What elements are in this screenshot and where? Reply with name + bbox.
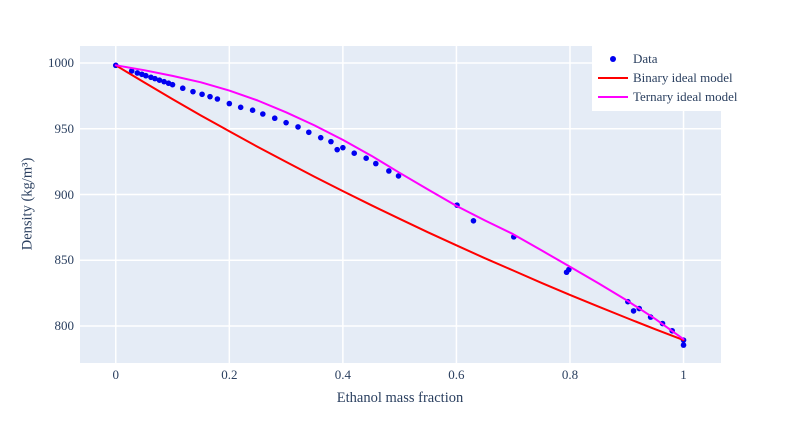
- data-point: [179, 85, 186, 92]
- legend-item-binary-ideal-model[interactable]: Binary ideal model: [592, 68, 748, 87]
- legend-item-ternary-ideal-model[interactable]: Ternary ideal model: [592, 87, 748, 106]
- legend: Data Binary ideal model Ternary ideal mode…: [592, 44, 748, 111]
- legend-line-icon: [592, 76, 633, 79]
- y-tick-label: 900: [54, 186, 75, 202]
- data-point: [566, 266, 572, 273]
- data-point: [169, 81, 176, 88]
- y-tick-label: 850: [54, 252, 75, 268]
- x-tick-label: 0: [112, 367, 120, 382]
- data-point: [680, 342, 687, 348]
- data-point: [237, 104, 244, 111]
- data-point: [190, 88, 196, 95]
- y-tick-label: 950: [54, 120, 75, 136]
- legend-line-icon: [592, 95, 633, 98]
- dot-swatch: [609, 55, 616, 62]
- x-tick-label: 1: [680, 367, 687, 382]
- data-point: [207, 93, 213, 100]
- data-point: [470, 218, 477, 224]
- data-point: [351, 150, 358, 157]
- x-tick-label: 0.6: [448, 367, 465, 382]
- data-point: [328, 138, 334, 145]
- data-point: [306, 129, 312, 136]
- y-tick-label: 1000: [48, 54, 74, 70]
- data-point: [249, 107, 256, 113]
- x-tick-label: 0.2: [221, 367, 238, 382]
- y-axis-title: Density (kg/m³): [19, 157, 36, 251]
- line-swatch: [597, 76, 628, 79]
- legend-label: Ternary ideal model: [633, 88, 738, 104]
- x-tick-label: 0.4: [334, 367, 351, 382]
- data-point: [295, 124, 301, 130]
- line-swatch: [597, 95, 628, 98]
- legend-item-data[interactable]: Data: [592, 49, 748, 68]
- data-point: [143, 72, 149, 79]
- data-point: [271, 115, 278, 122]
- data-point: [283, 119, 289, 126]
- data-point: [134, 70, 141, 76]
- data-point: [128, 68, 135, 74]
- data-point: [161, 78, 167, 85]
- data-point: [386, 168, 392, 174]
- data-point: [260, 111, 266, 117]
- data-point: [226, 100, 233, 107]
- binary-ideal-model-curve: [114, 64, 685, 342]
- y-tick-label: 800: [54, 318, 75, 334]
- data-point: [630, 308, 637, 314]
- ternary-ideal-model-curve: [114, 64, 685, 341]
- x-tick-label: 0.8: [561, 367, 579, 382]
- data-point: [363, 155, 369, 161]
- data-point: [152, 75, 158, 82]
- data-point: [199, 91, 205, 98]
- data-point: [214, 96, 221, 102]
- legend-label: Binary ideal model: [633, 69, 733, 85]
- data-point: [317, 134, 324, 141]
- legend-marker-icon: [592, 55, 633, 62]
- data-point: [395, 173, 402, 179]
- data-point: [340, 144, 346, 151]
- data-point: [373, 160, 379, 167]
- legend-label: Data: [633, 50, 658, 66]
- data-point: [156, 77, 163, 83]
- x-axis-title: Ethanol mass fraction: [336, 390, 464, 406]
- data-point: [334, 146, 340, 153]
